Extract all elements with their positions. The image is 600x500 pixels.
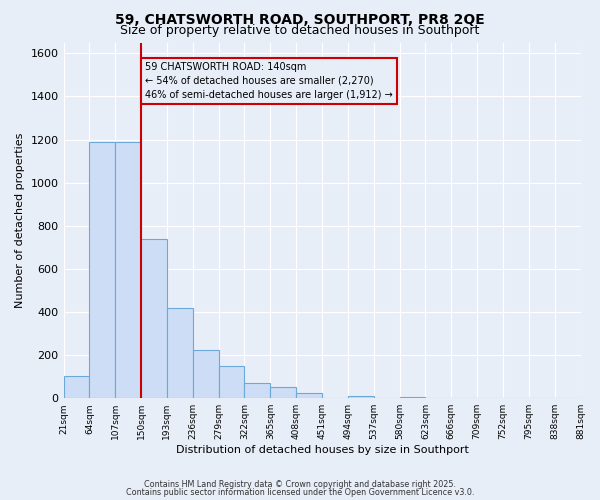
X-axis label: Distribution of detached houses by size in Southport: Distribution of detached houses by size … [176, 445, 469, 455]
Text: Size of property relative to detached houses in Southport: Size of property relative to detached ho… [121, 24, 479, 37]
Bar [167, 308, 193, 398]
Bar [244, 383, 271, 398]
Bar [271, 388, 296, 398]
Bar [193, 350, 218, 398]
Bar [218, 366, 244, 398]
Text: Contains public sector information licensed under the Open Government Licence v3: Contains public sector information licen… [126, 488, 474, 497]
Text: 59 CHATSWORTH ROAD: 140sqm
← 54% of detached houses are smaller (2,270)
46% of s: 59 CHATSWORTH ROAD: 140sqm ← 54% of deta… [145, 62, 393, 100]
Bar [141, 238, 167, 398]
Bar [400, 397, 425, 398]
Bar [89, 142, 115, 398]
Bar [296, 393, 322, 398]
Text: Contains HM Land Registry data © Crown copyright and database right 2025.: Contains HM Land Registry data © Crown c… [144, 480, 456, 489]
Bar [115, 142, 141, 398]
Text: 59, CHATSWORTH ROAD, SOUTHPORT, PR8 2QE: 59, CHATSWORTH ROAD, SOUTHPORT, PR8 2QE [115, 12, 485, 26]
Bar [348, 396, 374, 398]
Y-axis label: Number of detached properties: Number of detached properties [15, 132, 25, 308]
Bar [64, 376, 89, 398]
